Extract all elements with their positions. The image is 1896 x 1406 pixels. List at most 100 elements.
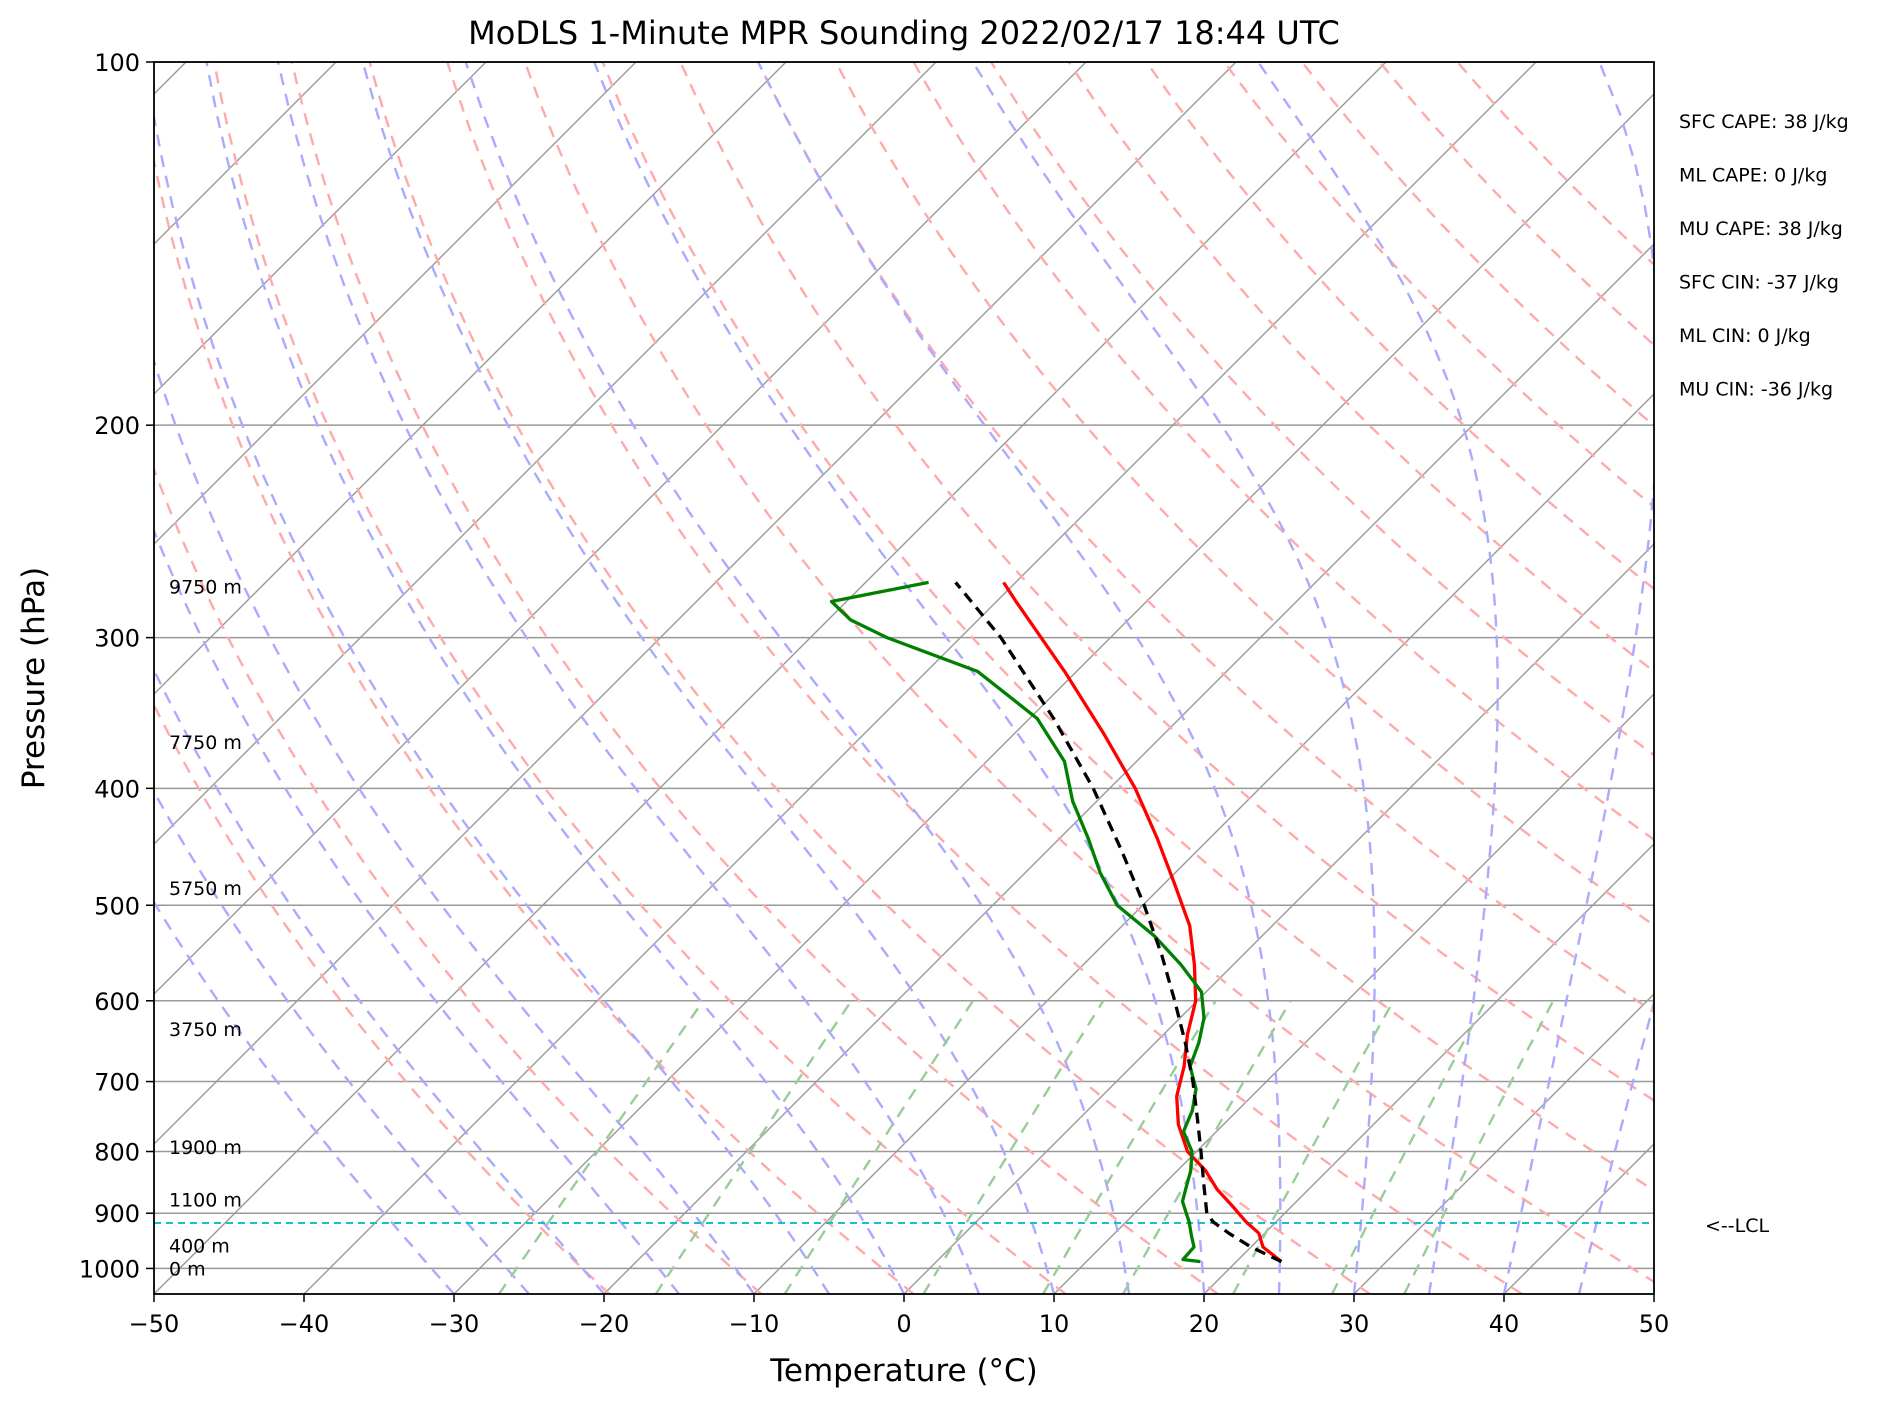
isotherm-line [753,393,1654,1294]
isotherm-line [154,62,1237,1145]
x-tick-label: −20 [579,1310,630,1338]
y-tick-label: 400 [94,775,140,803]
x-tick-label: 0 [896,1310,911,1338]
height-label: 5750 m [169,878,242,900]
isotherm-line [154,62,637,545]
moist-adiabat [757,62,1282,1294]
chart-title: MoDLS 1-Minute MPR Sounding 2022/02/17 1… [468,14,1340,52]
y-tick-label: 900 [94,1200,140,1228]
dewpoint-line [829,580,1206,1264]
dry-adiabat [1378,62,1654,347]
moist-adiabats [154,62,1654,1294]
pressure-grid [154,62,1654,1270]
moist-adiabat [154,900,455,1294]
x-tick-label: 40 [1489,1310,1520,1338]
isotherm-line [154,62,937,845]
y-axis-ticks: 100 200 300 400 500 600 700 800 900 1000 [79,49,154,1283]
height-label: 3750 m [169,1019,242,1041]
x-tick-label: −10 [729,1310,780,1338]
mixing-ratio-line [1403,1000,1555,1294]
dry-adiabat [446,62,1523,1294]
dry-adiabat [1223,62,1654,509]
isotherm-line [903,543,1654,1294]
height-labels: 9750 m 7750 m 5750 m 3750 m 1900 m 1100 m 400 … [169,576,242,1280]
mixing-ratio-line [1122,1000,1292,1294]
moist-adiabat [276,62,981,1294]
moist-adiabat [154,667,605,1294]
mixing-ratio-line [922,1000,1105,1294]
moist-adiabat [1257,62,1499,1294]
moist-adiabat [154,110,831,1294]
dry-adiabat [154,155,915,1294]
height-label: 9750 m [169,576,242,598]
height-label: 400 m [169,1235,230,1257]
x-tick-label: −30 [429,1310,480,1338]
mixing-ratio-line [498,1000,705,1294]
skewed-isotherms [154,62,1654,1294]
y-tick-label: 200 [94,412,140,440]
stat-label: MU CAPE: 38 J/kg [1679,218,1843,240]
y-tick-label: 300 [94,625,140,653]
x-axis-ticks: −50 −40 −30 −20 −10 0 10 20 30 40 50 [129,1294,1670,1338]
isotherm-line [154,62,487,395]
x-tick-label: 10 [1039,1310,1070,1338]
moist-adiabat [971,62,1376,1294]
y-tick-label: 800 [94,1139,140,1167]
dry-adiabat [990,62,1654,757]
y-axis-label: Pressure (hPa) [16,567,52,789]
isotherm-line [1353,993,1654,1294]
moist-adiabat [154,527,680,1294]
stat-label: SFC CAPE: 38 J/kg [1679,111,1849,133]
stat-label: MU CIN: -36 J/kg [1679,379,1833,401]
isotherm-line [154,62,1087,995]
moist-adiabat [361,62,1056,1294]
x-tick-label: −50 [129,1310,180,1338]
stat-label: ML CAPE: 0 J/kg [1679,165,1827,187]
height-label: 0 m [169,1258,206,1280]
dry-adiabat [1145,62,1654,591]
y-tick-label: 600 [94,988,140,1016]
y-tick-label: 500 [94,892,140,920]
mixing-ratio-line [783,1000,974,1294]
stat-label: ML CIN: 0 J/kg [1679,325,1811,347]
isotherm-line [1203,843,1654,1294]
x-tick-label: 50 [1639,1310,1670,1338]
height-label: 1100 m [169,1190,242,1212]
isotherm-line [154,62,1387,1294]
x-axis-label: Temperature (°C) [769,1353,1038,1389]
profile-lines [829,580,1283,1264]
mixing-ratio-line [654,1000,853,1294]
moist-adiabat [1502,62,1654,1294]
isotherm-line [1053,693,1654,1294]
moist-adiabat [592,62,1206,1294]
dry-adiabat [834,62,1654,927]
moist-adiabat [154,789,530,1294]
isotherm-line [603,243,1654,1294]
y-tick-label: 1000 [79,1255,140,1283]
moist-adiabat [205,62,906,1294]
dry-adiabat [213,62,1067,1294]
mixing-ratio-line [1330,1000,1487,1294]
plot-area [154,62,1654,1294]
parcel-line [954,581,1283,1264]
x-tick-label: 30 [1339,1310,1370,1338]
moist-adiabat [154,357,755,1294]
dry-adiabat [679,62,1654,1102]
isotherm-line [154,62,787,695]
height-label: 7750 m [169,732,242,754]
y-tick-label: 700 [94,1069,140,1097]
dry-adiabat [368,62,1371,1294]
y-tick-label: 100 [94,49,140,77]
mixing-ratio-line [1232,1000,1395,1294]
isotherm-line [303,62,1537,1294]
moist-adiabat [464,62,1131,1294]
height-label: 1900 m [169,1137,242,1159]
x-tick-label: 20 [1189,1310,1220,1338]
x-tick-label: −40 [279,1310,330,1338]
lcl-label: <--LCL [1705,1215,1769,1237]
moist-adiabat [1577,998,1654,1294]
dry-adiabat [154,466,763,1294]
dry-adiabat [601,62,1654,1192]
